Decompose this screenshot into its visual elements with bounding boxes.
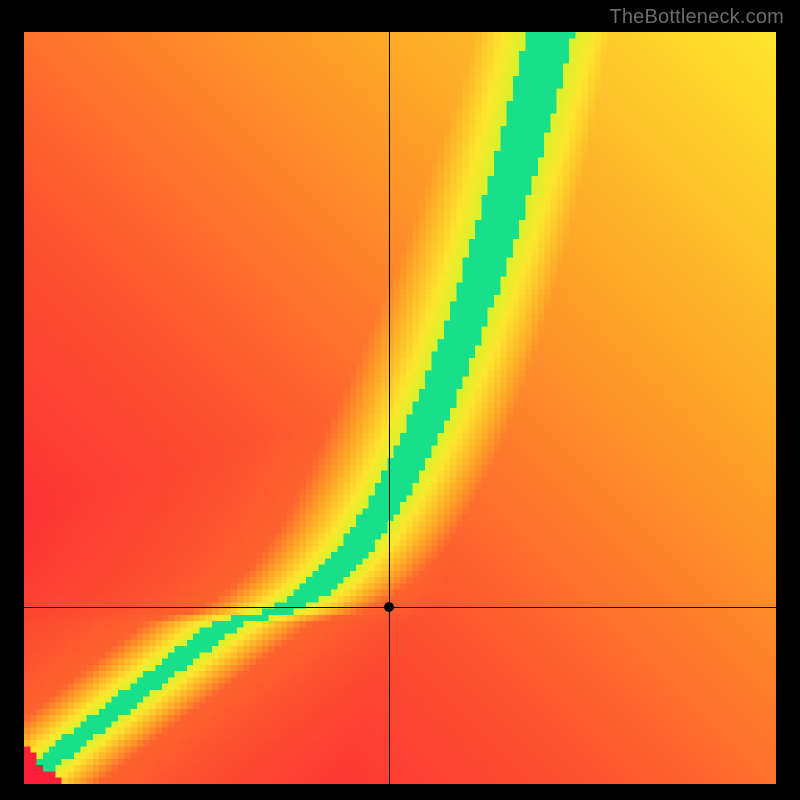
watermark-text: TheBottleneck.com [609,6,784,29]
crosshair-marker [384,602,394,612]
crosshair-horizontal [24,607,776,608]
heatmap-canvas [24,32,776,784]
crosshair-vertical [389,32,390,784]
bottleneck-heatmap [24,32,776,784]
